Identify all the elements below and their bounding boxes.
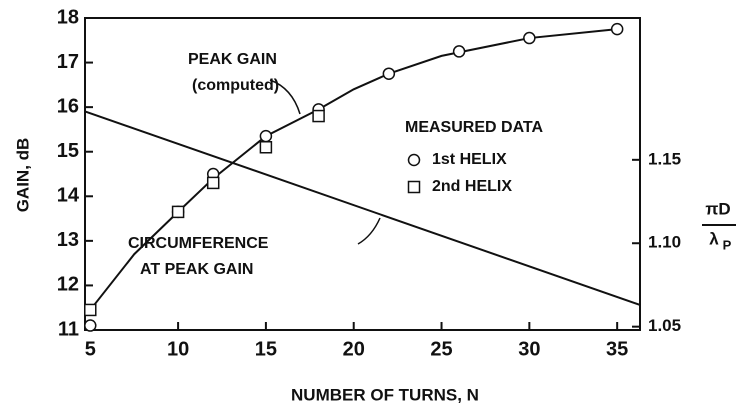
x-tick-label: 35	[606, 338, 628, 360]
point	[382, 67, 396, 80]
point	[312, 109, 325, 123]
x-tick-label: 10	[167, 338, 189, 360]
y-tick-label: 13	[57, 229, 79, 251]
x-tick-label: 5	[85, 338, 96, 360]
y-tick-label: 17	[57, 51, 79, 73]
leader	[269, 79, 301, 115]
y2-tick-label: 1.15	[648, 149, 681, 168]
point	[206, 176, 220, 190]
y-tick-label: 12	[57, 274, 79, 296]
legend-label: 1st HELIX	[432, 151, 507, 168]
annotation: AT PEAK GAIN	[140, 261, 253, 278]
point	[259, 129, 273, 143]
legend-title: MEASURED DATA	[405, 119, 544, 136]
point	[84, 303, 97, 317]
y-tick-label: 14	[57, 185, 80, 207]
point	[259, 141, 273, 154]
y2-tick-label: 1.10	[648, 233, 681, 252]
plot-frame	[84, 17, 641, 331]
annotation: (computed)	[192, 77, 279, 94]
x-axis-label: NUMBER OF TURNS, N	[291, 385, 479, 404]
y2-axis-label: λ	[709, 229, 719, 248]
annotation: PEAK GAIN	[188, 51, 277, 68]
y-tick-label: 11	[58, 318, 79, 340]
point	[610, 22, 624, 36]
legend-label: 2nd HELIX	[432, 178, 512, 195]
leader	[357, 217, 381, 245]
series-line	[84, 110, 641, 306]
y-tick-label: 18	[57, 6, 79, 28]
y-tick-label: 16	[57, 95, 79, 117]
y-tick-label: 15	[57, 140, 79, 162]
x-tick-label: 25	[430, 338, 452, 360]
point	[171, 205, 185, 219]
y-axis-label: GAIN, dB	[13, 138, 32, 213]
y2-axis-label: πD	[705, 199, 730, 218]
y2-axis-label: P	[723, 237, 732, 252]
point	[84, 319, 97, 332]
legend-marker	[407, 153, 421, 167]
x-tick-label: 20	[343, 338, 365, 360]
point	[452, 45, 466, 58]
x-tick-label: 15	[255, 338, 277, 360]
y2-tick-label: 1.05	[648, 316, 681, 335]
legend-marker	[407, 180, 421, 194]
point	[523, 31, 536, 45]
x-tick-label: 30	[518, 338, 540, 360]
annotation: CIRCUMFERENCE	[128, 235, 269, 252]
